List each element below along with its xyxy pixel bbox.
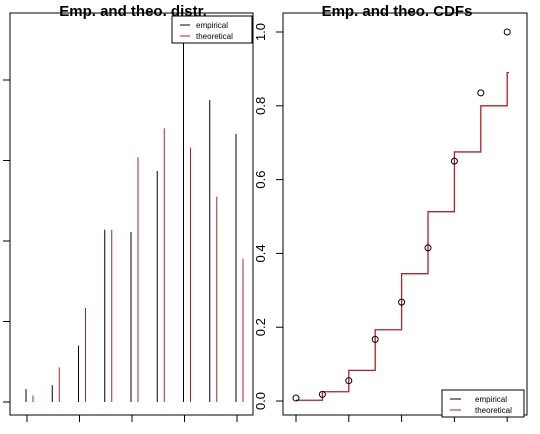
cdf-y-axis: 0.0 0.2 0.4 0.6 0.8 1.0: [253, 23, 283, 410]
distribution-title: Emp. and theo. distr.: [59, 3, 207, 20]
cdf-y-tick-label: 0.2: [253, 318, 268, 336]
cdf-title: Emp. and theo. CDFs: [322, 3, 473, 20]
distribution-y-axis: [3, 79, 10, 403]
empirical-cdf-point-3: [371, 335, 379, 343]
theoretical-cdf-line: [296, 71, 509, 401]
distribution-legend-theoretical-label: theoretical: [196, 32, 233, 41]
distribution-bars: [25, 36, 244, 402]
cdf-y-tick-label: 1.0: [253, 23, 268, 41]
cdf-y-tick-label: 0.0: [253, 392, 268, 410]
distribution-panel: Emp. and theo. distr. empirical theoreti…: [3, 3, 254, 422]
cdf-y-tick-label: 0.8: [253, 97, 268, 115]
cdf-y-tick-label: 0.6: [253, 171, 268, 189]
distribution-x-axis: [26, 415, 238, 422]
empirical-cdf-point-8: [503, 28, 511, 36]
cdf-legend-box: [441, 389, 525, 418]
empirical-cdf-point-4: [398, 298, 406, 306]
empirical-cdf-point-5: [424, 244, 432, 252]
cdf-legend-theoretical-label: theoretical: [475, 406, 512, 415]
empirical-cdf-point-6: [450, 157, 458, 165]
cdf-panel: Emp. and theo. CDFs 0.0 0.2 0.4 0.6 0.8 1.0 e…: [253, 3, 528, 422]
cdf-empirical-points: [292, 28, 511, 402]
empirical-cdf-point-1: [318, 390, 326, 398]
distribution-legend-empirical-label: empirical: [196, 21, 228, 30]
empirical-cdf-point-7: [477, 89, 485, 97]
cdf-y-tick-label: 0.4: [253, 244, 268, 262]
empirical-cdf-point-0: [292, 394, 300, 402]
cdf-plot-box: [282, 12, 528, 416]
distribution-legend-box: [171, 15, 253, 44]
cdf-legend: empirical theoretical: [441, 389, 525, 418]
cdf-legend-empirical-label: empirical: [475, 395, 507, 404]
cdf-theoretical-step: [296, 71, 509, 401]
empirical-cdf-point-2: [345, 377, 353, 385]
distribution-legend: empirical theoretical: [171, 15, 253, 44]
